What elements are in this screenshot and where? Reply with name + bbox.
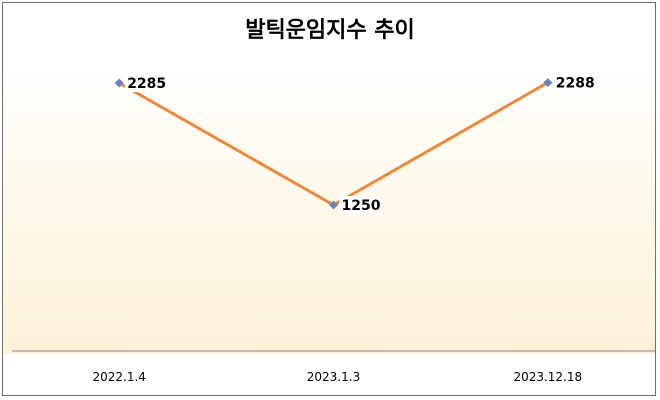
data-label: 1250	[342, 198, 381, 214]
series-layer: 2285 1250 2288	[114, 73, 595, 214]
data-label: 2288	[556, 76, 595, 92]
x-tick-label: 2022.1.4	[92, 370, 145, 384]
data-label-background	[553, 73, 594, 92]
series-line	[118, 81, 549, 207]
data-point-marker	[329, 200, 338, 210]
data-point-marker	[114, 78, 124, 88]
x-tick-label: 2023.12.18	[513, 370, 582, 384]
data-point-marker	[543, 78, 553, 88]
data-label-background	[339, 196, 380, 214]
chart-frame	[2, 2, 656, 396]
data-label-background	[125, 74, 166, 92]
x-tick-label: 2023.1.3	[307, 370, 360, 384]
chart-title: 발틱운임지수 추이	[245, 18, 415, 43]
x-tick-labels: 2022.1.4 2023.1.3 2023.12.18	[92, 370, 582, 384]
data-label: 2285	[127, 76, 166, 92]
